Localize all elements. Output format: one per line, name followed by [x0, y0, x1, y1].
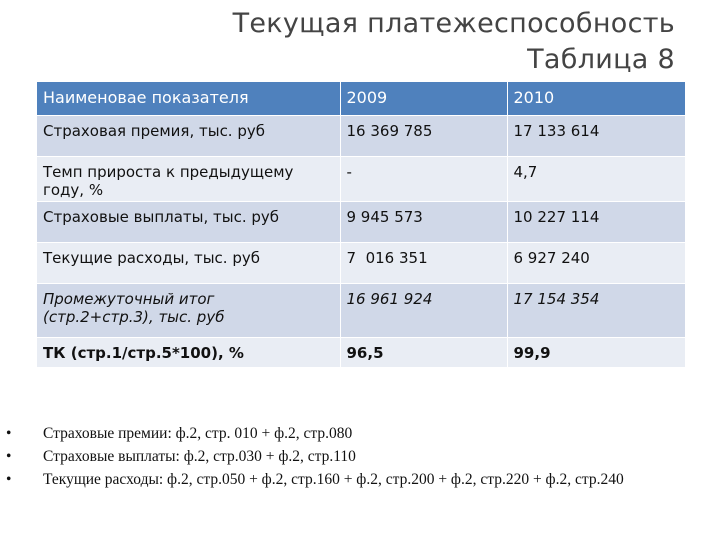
bullet: •	[6, 448, 12, 465]
cell: 16 369 785	[340, 115, 508, 157]
cell: Темп прироста к предыдущему году, %	[37, 156, 341, 202]
cell: 17 133 614	[507, 115, 686, 157]
cell: 10 227 114	[507, 201, 686, 243]
bullet: •	[6, 471, 12, 488]
cell: 4,7	[507, 156, 686, 202]
notes: • Страховые премии: ф.2, стр. 010 + ф.2, …	[0, 422, 700, 491]
row: Темп прироста к предыдущему году, % - 4,…	[37, 156, 686, 202]
cell: Страховая премия, тыс. руб	[37, 115, 341, 157]
subtitle: Таблица 8	[527, 44, 675, 75]
cell: ТК (стр.1/стр.5*100), %	[37, 337, 341, 368]
row: Страховая премия, тыс. руб 16 369 785 17…	[37, 115, 686, 157]
row: ТК (стр.1/стр.5*100), % 96,5 99,9	[37, 337, 686, 368]
header-row: Наименовае показателя 2009 2010	[37, 82, 686, 116]
row: Текущие расходы, тыс. руб 7 016 351 6 92…	[37, 242, 686, 284]
bullet: •	[6, 425, 12, 442]
cell: 17 154 354	[507, 283, 686, 338]
cell: Текущие расходы, тыс. руб	[37, 242, 341, 284]
note: • Страховые премии: ф.2, стр. 010 + ф.2, …	[0, 422, 700, 445]
note: • Текущие расходы: ф.2, стр.050 + ф.2, ст…	[0, 468, 700, 491]
cell: Страховые выплаты, тыс. руб	[37, 201, 341, 243]
cell: 96,5	[340, 337, 508, 368]
cell: 9 945 573	[340, 201, 508, 243]
data-table: Наименовае показателя 2009 2010 Страхова…	[37, 82, 686, 368]
header-cell: Наименовае показателя	[37, 82, 341, 116]
note-text: Страховые выплаты: ф.2, стр.030 + ф.2, с…	[43, 448, 356, 465]
cell: -	[340, 156, 508, 202]
header-cell: 2010	[507, 82, 686, 116]
row: Страховые выплаты, тыс. руб 9 945 573 10…	[37, 201, 686, 243]
header-cell: 2009	[340, 82, 508, 116]
cell: Промежуточный итог (стр.2+стр.3), тыс. р…	[37, 283, 341, 338]
note-text: Текущие расходы: ф.2, стр.050 + ф.2, стр…	[43, 471, 624, 488]
cell: 7 016 351	[340, 242, 508, 284]
cell: 6 927 240	[507, 242, 686, 284]
cell: 99,9	[507, 337, 686, 368]
note-text: Страховые премии: ф.2, стр. 010 + ф.2, с…	[43, 425, 353, 442]
title: Текущая платежеспособность	[232, 8, 675, 39]
row: Промежуточный итог (стр.2+стр.3), тыс. р…	[37, 283, 686, 338]
note: • Страховые выплаты: ф.2, стр.030 + ф.2, …	[0, 445, 700, 468]
cell: 16 961 924	[340, 283, 508, 338]
